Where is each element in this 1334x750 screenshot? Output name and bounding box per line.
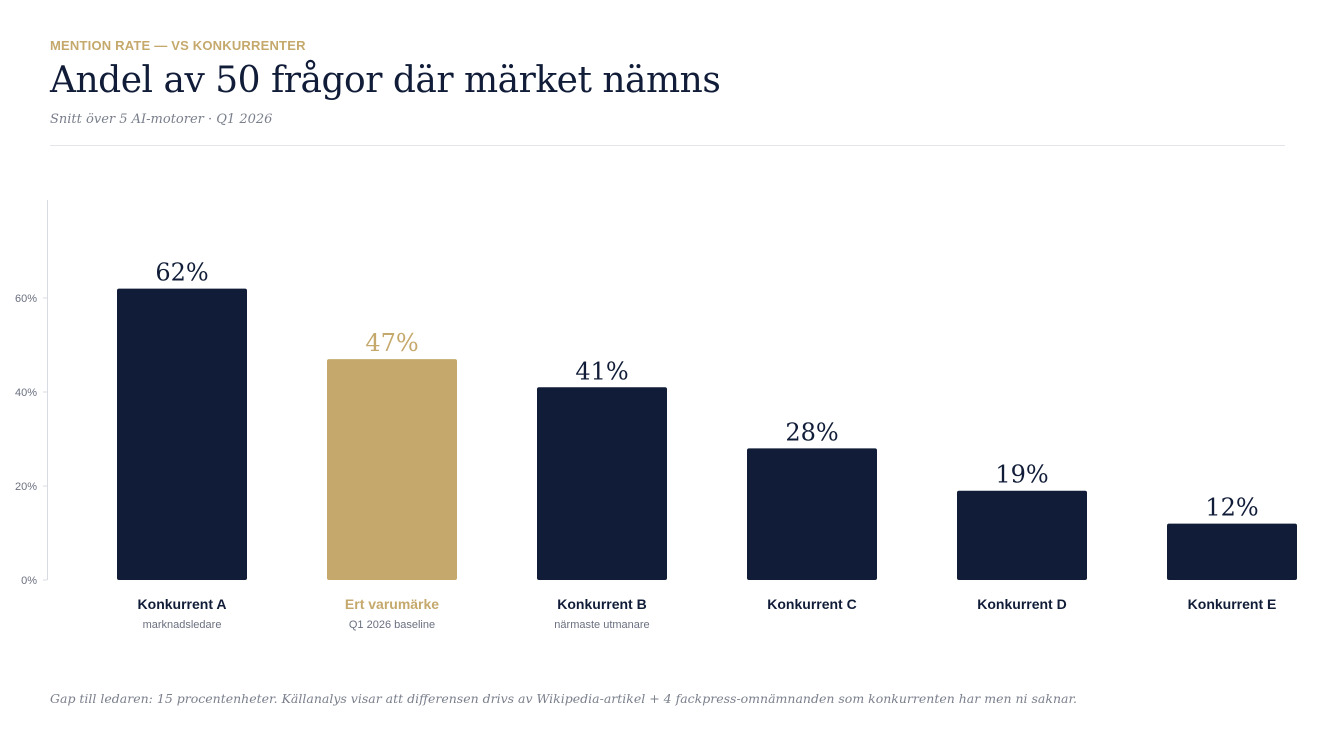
- footer-note: Gap till ledaren: 15 procentenheter. Käl…: [50, 691, 1078, 706]
- chart-title: Andel av 50 frågor där märket nämns: [50, 60, 721, 101]
- bar-chart: 0% 20% 40% 60% 62% Konkurrent A marknadsledare…: [15, 200, 1297, 631]
- bar-value-label: 12%: [1205, 494, 1258, 522]
- header-divider: [50, 145, 1285, 146]
- bar: [1167, 523, 1297, 580]
- x-category-label: Ert varumärke: [345, 596, 439, 612]
- chart-eyebrow: MENTION RATE — VS KONKURRENTER: [50, 38, 306, 53]
- y-tick-label: 60%: [15, 293, 37, 305]
- bar: [117, 288, 247, 580]
- bar-value-label: 47%: [365, 329, 418, 357]
- x-category-sublabel: närmaste utmanare: [554, 619, 649, 631]
- x-category-label: Konkurrent E: [1188, 596, 1277, 612]
- y-tick-label: 40%: [15, 387, 37, 399]
- y-tick-label: 0%: [21, 575, 37, 587]
- bar-value-label: 41%: [575, 357, 628, 385]
- bar: [327, 359, 457, 580]
- bar-value-label: 62%: [155, 259, 208, 287]
- x-category-label: Konkurrent C: [767, 596, 856, 612]
- bar-value-label: 28%: [785, 418, 838, 446]
- bar: [957, 490, 1087, 580]
- x-category-label: Konkurrent A: [138, 596, 227, 612]
- bar: [747, 448, 877, 580]
- y-tick-label: 20%: [15, 481, 37, 493]
- x-category-label: Konkurrent D: [977, 596, 1066, 612]
- x-category-sublabel: marknadsledare: [143, 619, 222, 631]
- x-category-sublabel: Q1 2026 baseline: [349, 619, 435, 631]
- chart-subtitle: Snitt över 5 AI-motorer · Q1 2026: [50, 112, 273, 127]
- x-category-label: Konkurrent B: [557, 596, 646, 612]
- bar-value-label: 19%: [995, 461, 1048, 489]
- bar: [537, 387, 667, 580]
